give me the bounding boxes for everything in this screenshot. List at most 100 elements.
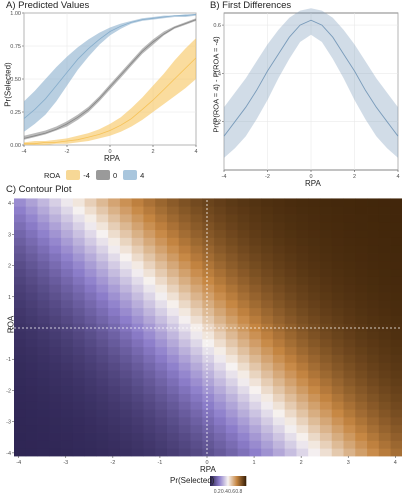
heatmap-cell <box>331 315 344 324</box>
heatmap-cell <box>72 385 86 394</box>
heatmap-cell <box>319 221 333 231</box>
heatmap-cell <box>37 440 50 449</box>
heatmap-cell <box>237 221 250 231</box>
colorbar-segment <box>221 476 223 486</box>
heatmap-cell <box>319 307 333 316</box>
heatmap-cell <box>214 409 227 418</box>
heatmap-cell <box>343 448 356 457</box>
heatmap-cell <box>367 416 380 426</box>
heatmap-cell <box>178 416 191 426</box>
heatmap-cell <box>308 276 321 285</box>
heatmap-cell <box>61 338 74 348</box>
heatmap-cell <box>272 440 286 449</box>
heatmap-cell <box>390 393 402 402</box>
panel-a-xtick-label: 2 <box>151 149 154 155</box>
heatmap-cell <box>390 315 402 324</box>
heatmap-cell <box>284 268 297 277</box>
heatmap-cell <box>155 432 168 441</box>
heatmap-cell <box>249 206 262 215</box>
heatmap-cell <box>355 370 368 379</box>
heatmap-cell <box>355 432 368 441</box>
heatmap-cell <box>331 370 344 379</box>
heatmap-cell <box>272 237 286 246</box>
heatmap-cell <box>190 307 203 316</box>
heatmap-cell <box>61 424 74 433</box>
heatmap-cell <box>178 354 191 363</box>
heatmap-cell <box>190 214 203 223</box>
heatmap-cell <box>14 362 27 371</box>
heatmap-cell <box>119 268 133 277</box>
heatmap-cell <box>25 307 38 316</box>
heatmap-cell <box>261 448 274 457</box>
heatmap-cell <box>37 198 50 207</box>
heatmap-cell <box>331 276 344 285</box>
heatmap-cell <box>119 198 133 207</box>
heatmap-cell <box>37 323 50 332</box>
heatmap-cell <box>355 323 368 332</box>
heatmap-cell <box>25 393 38 402</box>
heatmap-cell <box>49 221 62 231</box>
heatmap-cell <box>319 253 333 262</box>
heatmap-cell <box>37 377 50 387</box>
heatmap-cell <box>49 416 62 426</box>
heatmap-cell <box>72 424 86 433</box>
heatmap-cell <box>390 346 402 355</box>
heatmap-cell <box>390 292 402 301</box>
panel-c-xtick-label: 0 <box>205 460 208 466</box>
heatmap-cell <box>249 409 262 418</box>
heatmap-cell <box>25 284 38 293</box>
heatmap-cell <box>131 276 144 285</box>
heatmap-cell <box>84 221 97 231</box>
heatmap-cell <box>25 377 38 387</box>
heatmap-cell <box>202 198 215 207</box>
heatmap-cell <box>84 440 97 449</box>
heatmap-cell <box>378 432 391 441</box>
heatmap-cell <box>14 260 27 270</box>
heatmap-cell <box>37 409 50 418</box>
heatmap-cell <box>37 416 50 426</box>
heatmap-cell <box>237 229 250 238</box>
heatmap-cell <box>367 385 380 394</box>
heatmap-cell <box>61 385 74 394</box>
heatmap-cell <box>331 245 344 254</box>
heatmap-cell <box>355 331 368 340</box>
heatmap-cell <box>237 276 250 285</box>
heatmap-cell <box>131 315 144 324</box>
heatmap-cell <box>190 354 203 363</box>
colorbar-segment <box>210 476 212 486</box>
heatmap-cell <box>378 424 391 433</box>
heatmap-cell <box>166 448 180 457</box>
heatmap-cell <box>155 385 168 394</box>
heatmap-cell <box>49 354 62 363</box>
heatmap-cell <box>25 221 38 231</box>
heatmap-cell <box>202 338 215 348</box>
heatmap-cell <box>155 401 168 410</box>
heatmap-cell <box>319 346 333 355</box>
heatmap-cell <box>202 284 215 293</box>
heatmap-cell <box>84 385 97 394</box>
heatmap-cell <box>308 393 321 402</box>
heatmap-cell <box>25 440 38 449</box>
heatmap-cell <box>72 284 86 293</box>
heatmap-cell <box>284 448 297 457</box>
heatmap-cell <box>178 260 191 270</box>
heatmap-cell <box>49 260 62 270</box>
heatmap-cell <box>355 338 368 348</box>
heatmap-cell <box>237 370 250 379</box>
heatmap-cell <box>343 260 356 270</box>
heatmap-cell <box>14 323 27 332</box>
heatmap-cell <box>308 362 321 371</box>
heatmap-cell <box>272 377 286 387</box>
heatmap-cell <box>49 253 62 262</box>
heatmap-cell <box>166 346 180 355</box>
heatmap-cell <box>261 221 274 231</box>
panel-a-xlabel: RPA <box>104 154 120 163</box>
heatmap-cell <box>131 362 144 371</box>
heatmap-cell <box>249 432 262 441</box>
heatmap-cell <box>202 260 215 270</box>
heatmap-cell <box>84 260 97 270</box>
heatmap-cell <box>225 432 238 441</box>
heatmap-cell <box>331 214 344 223</box>
heatmap-cell <box>202 354 215 363</box>
heatmap-cell <box>355 346 368 355</box>
